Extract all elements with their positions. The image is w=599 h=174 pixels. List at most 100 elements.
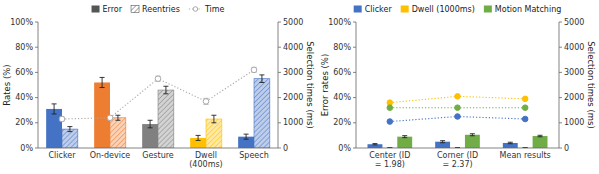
- legend-label: Error: [103, 5, 123, 14]
- y2-axis-label: Selection times (ms): [586, 41, 596, 129]
- error-bar: [508, 142, 513, 144]
- error-bar: [60, 117, 65, 121]
- y2-tick: [278, 47, 281, 48]
- y2-tick: [278, 122, 281, 123]
- legend: ErrorReentriesTime: [92, 5, 225, 14]
- legend-swatch: [354, 6, 362, 13]
- line: [62, 70, 254, 119]
- y2-tick-label: 0: [564, 144, 569, 153]
- y2-tick-label: 5000: [283, 18, 303, 27]
- error-bar: [259, 75, 264, 83]
- x-tick-label-line: = 2.37): [442, 160, 472, 169]
- x-tick-label-line: = 1.98): [375, 160, 405, 169]
- point: [522, 105, 528, 111]
- y2-tick-label: 1000: [283, 118, 303, 127]
- plot-marks: [46, 67, 270, 148]
- error-bar: [52, 104, 57, 114]
- panel: 0%20%40%60%80%100%010002000300040005000C…: [320, 5, 596, 169]
- x-tick-label: Speech: [239, 151, 268, 160]
- x-tick-label: Dwell(400ms): [189, 151, 222, 169]
- y-tick: [353, 148, 356, 149]
- legend-label: Dwell (1000ms): [412, 5, 475, 14]
- y2-tick-label: 5000: [564, 18, 584, 27]
- legend-swatch: [131, 6, 139, 13]
- legend-swatch: [92, 6, 100, 13]
- error-bar: [196, 135, 201, 140]
- point: [455, 105, 461, 111]
- error-bar: [115, 115, 120, 120]
- y-tick: [353, 97, 356, 98]
- y2-tick: [278, 72, 281, 73]
- x-tick-label-line: (400ms): [189, 160, 222, 169]
- bar-hatch: [110, 118, 126, 148]
- y-tick-label: 100%: [10, 18, 33, 27]
- plot-marks: [368, 94, 548, 148]
- point: [155, 76, 161, 82]
- error-bar: [204, 98, 209, 104]
- error-bar: [252, 67, 257, 72]
- x-tick-label-line: Corner (ID: [437, 151, 478, 160]
- y2-tick: [559, 47, 562, 48]
- bar: [503, 143, 518, 148]
- y2-tick: [559, 122, 562, 123]
- y2-tick-label: 4000: [283, 43, 303, 52]
- x-tick-label: Mean results: [500, 151, 551, 160]
- y-tick-label: 40%: [15, 93, 33, 102]
- point: [522, 116, 528, 122]
- bar: [397, 137, 412, 148]
- error-bar: [372, 144, 377, 145]
- y-tick: [35, 72, 38, 73]
- error-bar: [163, 86, 168, 94]
- error-bar: [67, 127, 72, 132]
- y2-tick: [278, 148, 281, 149]
- error-bar: [402, 136, 407, 138]
- bar-hatch: [206, 119, 222, 148]
- y-tick-label: 60%: [333, 68, 351, 77]
- y2-tick-label: 3000: [283, 68, 303, 77]
- point: [455, 94, 461, 100]
- legend: ClickerDwell (1000ms)Motion Matching: [354, 5, 562, 14]
- y2-axis-line: [278, 22, 279, 148]
- y2-tick-label: 1000: [564, 118, 584, 127]
- point: [251, 67, 257, 73]
- bar-hatch: [254, 79, 270, 148]
- y2-tick: [559, 22, 562, 23]
- point: [455, 114, 461, 120]
- chart-canvas: 0% 20% 40% 60% 80% 100% 0 1000 2000 3000 4000 5000 C…: [0, 0, 599, 174]
- y-tick-label: 0%: [338, 144, 351, 153]
- y-axis-label: Rates (%): [2, 64, 12, 105]
- point: [387, 119, 393, 125]
- y2-tick-label: 0: [283, 144, 288, 153]
- y-tick-label: 0%: [20, 144, 33, 153]
- y-tick: [35, 148, 38, 149]
- bar: [465, 135, 480, 148]
- bar: [533, 136, 548, 148]
- y-tick-label: 100%: [328, 18, 351, 27]
- y-tick: [35, 122, 38, 123]
- error-bar: [148, 120, 153, 128]
- legend-swatch-marker: [193, 7, 198, 12]
- y-tick-label: 60%: [15, 68, 33, 77]
- error-bar: [100, 77, 105, 87]
- y2-tick-label: 2000: [564, 93, 584, 102]
- y2-tick: [278, 22, 281, 23]
- y-tick-label: 80%: [333, 43, 351, 52]
- x-tick-label: On-device: [90, 151, 131, 160]
- x-axis-line: [38, 148, 278, 149]
- bar: [94, 82, 110, 148]
- y-axis-line: [38, 22, 39, 148]
- panel: 0%20%40%60%80%100%010002000300040005000C…: [2, 5, 315, 169]
- legend-label: Clicker: [365, 5, 393, 14]
- error-bar: [470, 134, 475, 136]
- error-bar: [538, 135, 543, 137]
- y-tick: [353, 22, 356, 23]
- x-tick-label-line: Center (ID: [369, 151, 410, 160]
- y2-tick: [559, 148, 562, 149]
- point: [203, 99, 209, 105]
- y-tick: [353, 47, 356, 48]
- bar: [368, 144, 383, 148]
- x-tick-label: Center (ID= 1.98): [369, 151, 410, 169]
- y-tick-label: 40%: [333, 93, 351, 102]
- y-tick-label: 20%: [333, 118, 351, 127]
- point: [522, 96, 528, 102]
